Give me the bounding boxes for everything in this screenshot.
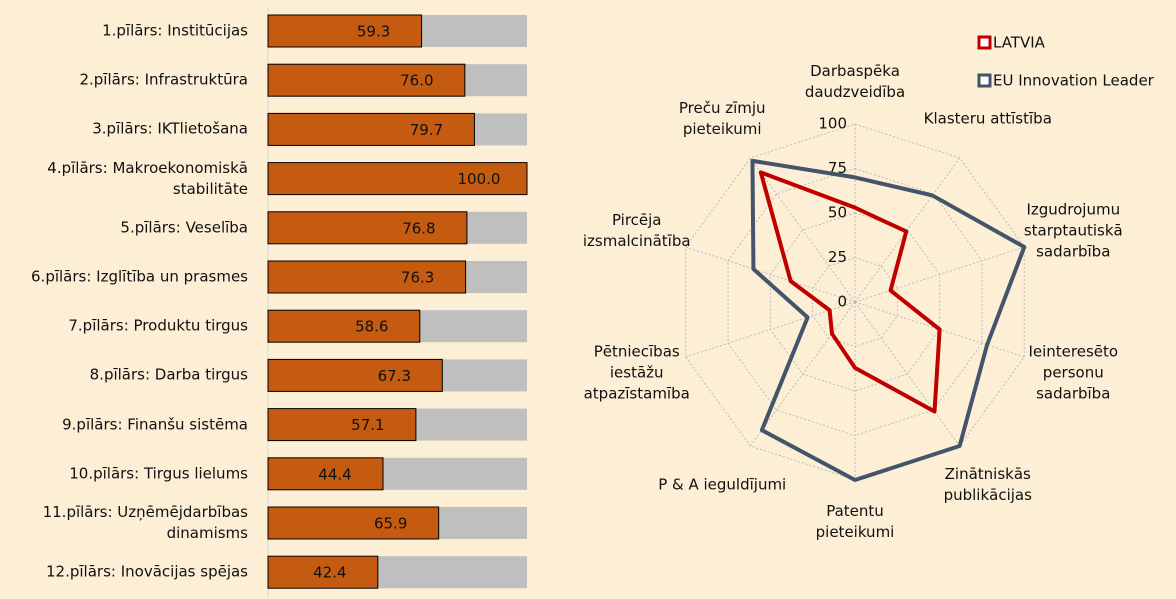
value-label: 76.8 <box>402 219 435 237</box>
axis-label: Preču zīmju pieteikumi <box>678 99 766 139</box>
spoke <box>685 301 856 358</box>
bar <box>267 309 421 343</box>
spoke <box>854 246 1025 303</box>
category-label: 4.pīlārs: Makroekonomiskā stabilitāte <box>47 158 248 198</box>
value-label: 100.0 <box>458 170 501 188</box>
value-label: 42.4 <box>313 564 346 582</box>
category-label: 7.pīlārs: Produktu tirgus <box>68 316 248 335</box>
value-label: 44.4 <box>318 465 351 483</box>
axis-label: Ieinteresēto personu sadarbība <box>1028 342 1119 403</box>
category-label: 9.pīlārs: Finanšu sistēma <box>62 415 248 434</box>
legend-label: LATVIA <box>993 34 1046 52</box>
legend-swatch <box>977 35 992 50</box>
value-label: 67.3 <box>378 367 411 385</box>
bar <box>267 63 466 97</box>
tick-label: 100 <box>818 115 847 133</box>
series-line <box>750 158 1027 482</box>
category-label: 2.pīlārs: Infrastruktūra <box>79 70 248 89</box>
bar <box>267 211 468 245</box>
category-label: 1.pīlārs: Institūcijas <box>102 21 248 40</box>
value-label: 65.9 <box>374 515 407 533</box>
bar <box>267 555 379 589</box>
legend-label: EU Innovation Leader <box>993 72 1155 90</box>
spoke <box>749 157 856 303</box>
axis-label: Klasteru attīstība <box>923 109 1052 128</box>
value-label: 58.6 <box>355 318 388 336</box>
category-label: 12.pīlārs: Inovācijas spējas <box>46 562 248 581</box>
bar <box>267 112 475 146</box>
bar <box>267 14 423 48</box>
category-label: 11.pīlārs: Uzņēmējdarbības dinamisms <box>42 503 248 542</box>
bar <box>267 162 528 196</box>
bar <box>267 457 384 491</box>
axis-label: Patentu pieteikumi <box>815 502 895 541</box>
category-label: 5.pīlārs: Veselība <box>120 218 248 237</box>
spoke <box>749 301 856 447</box>
axis-label: Zinātniskās publikācijas <box>943 464 1032 504</box>
value-label: 57.1 <box>351 416 384 434</box>
value-label: 76.3 <box>401 269 434 287</box>
axis-label: P & A ieguldījumi <box>658 475 787 494</box>
spoke <box>854 301 961 447</box>
axis-label: Darbaspēka daudzveidība <box>804 62 906 101</box>
value-label: 79.7 <box>410 121 443 139</box>
spoke <box>685 246 856 303</box>
series-line <box>758 170 942 414</box>
bar <box>267 506 440 540</box>
tick-label: 0 <box>837 293 847 311</box>
category-label: 10.pīlārs: Tirgus lielums <box>69 464 248 483</box>
category-label: 3.pīlārs: IKTlietošana <box>92 119 248 138</box>
bar <box>267 260 467 294</box>
tick-label: 25 <box>828 248 847 266</box>
value-label: 76.0 <box>400 72 433 90</box>
grid-ring <box>685 123 1025 481</box>
category-label: 8.pīlārs: Darba tirgus <box>89 365 248 384</box>
axis-label: Pircēja izsmalcinātība <box>582 211 691 251</box>
category-label: 6.pīlārs: Izglītība un prasmes <box>31 267 248 286</box>
value-label: 59.3 <box>357 23 390 41</box>
tick-label: 50 <box>828 204 847 222</box>
axis-label: Pētniecības iestāžu atpazīstamība <box>583 342 690 403</box>
bar <box>267 408 417 442</box>
bar <box>267 358 443 392</box>
axis-label: Izgudrojumu starptautiskā sadarbība <box>1023 200 1123 261</box>
legend-swatch <box>977 73 992 88</box>
